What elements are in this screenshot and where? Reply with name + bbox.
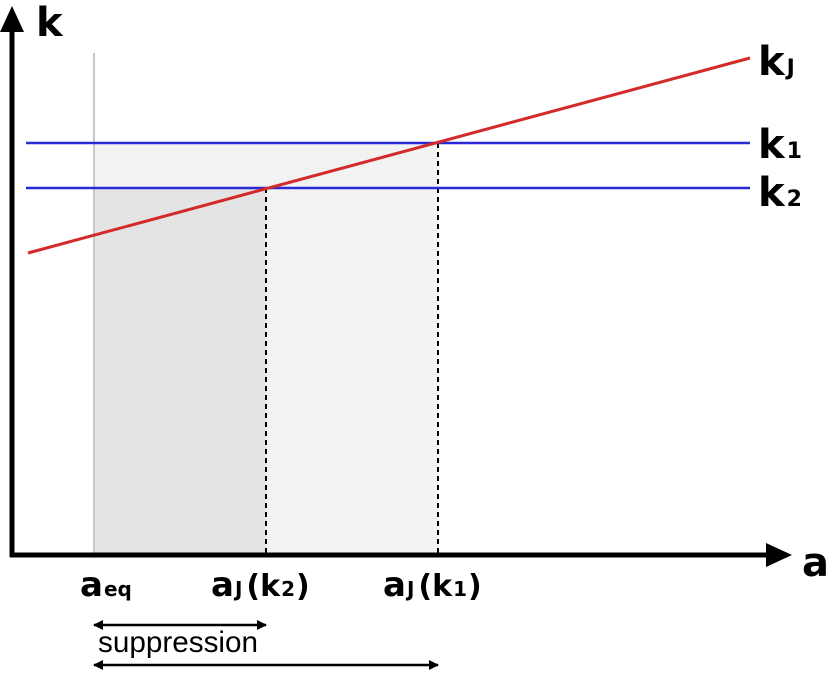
aj-k1-label-close: ) xyxy=(468,569,482,604)
x-axis-arrowhead xyxy=(766,543,792,567)
aj-k2-label-open: (k xyxy=(246,569,281,604)
aj-k2-label-main: a xyxy=(211,565,234,605)
a-eq-label-sub: eq xyxy=(104,577,132,601)
aj-k2-label-arg: 2 xyxy=(281,577,295,601)
aj-k1-label: aJ (k1) xyxy=(383,565,482,605)
x-axis-label: a xyxy=(802,540,829,586)
k1-label-main: k xyxy=(758,122,786,168)
kj-label-sub: J xyxy=(785,56,795,81)
k1-label: k1 xyxy=(758,122,802,168)
y-axis-label: k xyxy=(36,0,64,46)
shaded-region-k2 xyxy=(94,188,266,555)
aj-k1-label-arg: 1 xyxy=(453,577,467,601)
aj-k1-label-main: a xyxy=(383,565,406,605)
a-eq-label: aeq xyxy=(80,565,132,605)
kj-line xyxy=(27,56,751,255)
aj-k1-label-sub: J xyxy=(405,577,414,601)
a-eq-label-main: a xyxy=(80,565,103,605)
aj-k2-label-close: ) xyxy=(296,569,310,604)
kj-label: kJ xyxy=(758,39,795,85)
y-axis-arrowhead xyxy=(0,6,24,32)
k2-label-main: k xyxy=(758,170,786,216)
k2-label: k2 xyxy=(758,170,802,216)
suppression-label: suppression xyxy=(98,626,258,659)
k2-label-sub: 2 xyxy=(787,187,802,212)
k1-label-sub: 1 xyxy=(787,139,802,164)
kj-label-main: k xyxy=(758,39,786,85)
aj-k2-label: aJ (k2) xyxy=(211,565,310,605)
aj-k2-label-sub: J xyxy=(233,577,242,601)
aj-k1-label-open: (k xyxy=(418,569,453,604)
